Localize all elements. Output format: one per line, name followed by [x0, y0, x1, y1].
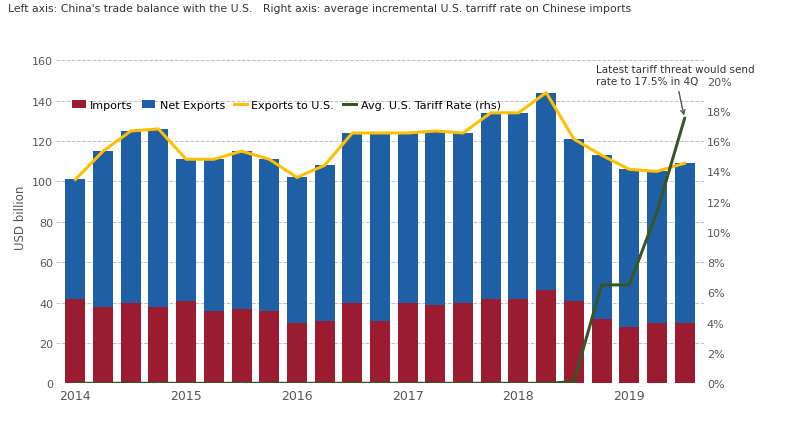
- Text: Latest tariff threat would send
rate to 17.5% in 4Q: Latest tariff threat would send rate to …: [596, 65, 754, 115]
- Bar: [481, 299, 501, 383]
- Bar: [481, 114, 501, 299]
- Bar: [259, 160, 279, 311]
- Bar: [591, 156, 611, 319]
- Bar: [93, 152, 113, 307]
- Bar: [591, 319, 611, 383]
- Bar: [619, 170, 639, 327]
- Bar: [536, 291, 556, 383]
- Bar: [398, 134, 418, 303]
- Bar: [453, 303, 473, 383]
- Bar: [647, 323, 667, 383]
- Bar: [149, 130, 169, 307]
- Bar: [564, 301, 584, 383]
- Bar: [176, 160, 196, 301]
- Bar: [426, 305, 446, 383]
- Bar: [398, 303, 418, 383]
- Legend: Imports, Net Exports, Exports to U.S., Avg. U.S. Tariff Rate (rhs): Imports, Net Exports, Exports to U.S., A…: [68, 97, 506, 115]
- Bar: [509, 114, 529, 299]
- Bar: [370, 134, 390, 321]
- Bar: [93, 307, 113, 383]
- Bar: [314, 321, 334, 383]
- Bar: [619, 327, 639, 383]
- Bar: [259, 311, 279, 383]
- Y-axis label: USD billion: USD billion: [14, 185, 26, 249]
- Bar: [342, 303, 362, 383]
- Bar: [121, 132, 141, 303]
- Text: Left axis: China's trade balance with the U.S.   Right axis: average incremental: Left axis: China's trade balance with th…: [8, 4, 631, 14]
- Bar: [674, 164, 694, 323]
- Bar: [287, 178, 307, 323]
- Bar: [149, 307, 169, 383]
- Bar: [564, 140, 584, 301]
- Bar: [66, 299, 86, 383]
- Bar: [453, 134, 473, 303]
- Bar: [121, 303, 141, 383]
- Bar: [674, 323, 694, 383]
- Bar: [370, 321, 390, 383]
- Bar: [287, 323, 307, 383]
- Bar: [231, 309, 251, 383]
- Bar: [176, 301, 196, 383]
- Bar: [231, 152, 251, 309]
- Bar: [536, 93, 556, 291]
- Bar: [342, 134, 362, 303]
- Bar: [204, 160, 224, 311]
- Bar: [314, 166, 334, 321]
- Bar: [204, 311, 224, 383]
- Bar: [509, 299, 529, 383]
- Bar: [426, 132, 446, 305]
- Bar: [647, 172, 667, 323]
- Bar: [66, 180, 86, 299]
